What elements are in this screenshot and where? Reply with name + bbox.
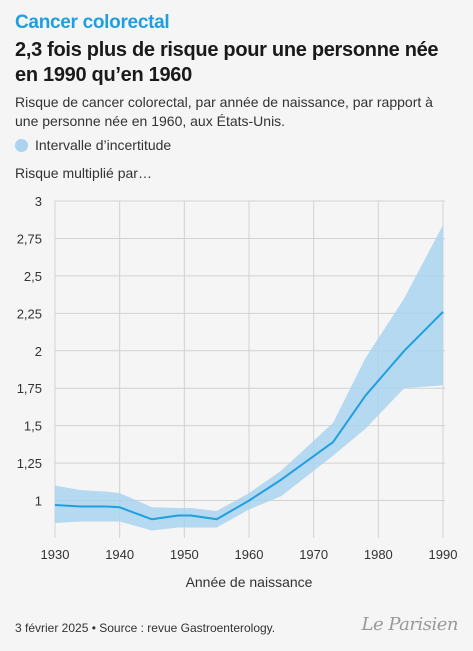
publisher-logo: Le Parisien	[361, 614, 459, 635]
y-tick-label: 1,75	[17, 381, 42, 396]
y-tick-label: 2,5	[24, 269, 42, 284]
x-tick-label: 1960	[235, 547, 264, 562]
y-tick-label: 3	[35, 194, 42, 209]
x-tick-label: 1950	[170, 547, 199, 562]
legend: Intervalle d’incertitude	[15, 137, 171, 153]
uncertainty-band	[55, 225, 443, 531]
kicker: Cancer colorectal	[15, 12, 170, 33]
x-tick-label: 1940	[105, 547, 134, 562]
line-chart: 1 1,25 1,5 1,75 2 2,25 2,5 2,75 3 1930 1940 1950 196…	[17, 194, 458, 590]
x-tick-label: 1980	[364, 547, 393, 562]
x-axis-title: Année de naissance	[186, 574, 313, 590]
y-tick-label: 2	[35, 344, 42, 359]
x-tick-label: 1990	[429, 547, 458, 562]
y-tick-label: 1,5	[24, 419, 42, 434]
y-tick-label: 2,75	[17, 231, 42, 246]
x-tick-label: 1930	[41, 547, 70, 562]
y-tick-label: 2,25	[17, 306, 42, 321]
legend-swatch	[15, 138, 28, 152]
source-note: 3 février 2025 • Source : revue Gastroen…	[15, 621, 276, 635]
chart-title: 2,3 fois plus de risque pour une personn…	[15, 39, 439, 86]
x-tick-label: 1970	[299, 547, 328, 562]
legend-label: Intervalle d’incertitude	[35, 137, 172, 153]
risk-line	[54, 311, 444, 521]
y-tick-label: 1,25	[17, 456, 42, 471]
y-tick-label: 1	[35, 494, 42, 509]
y-axis-title: Risque multiplié par…	[15, 165, 152, 181]
chart-subtitle: Risque de cancer colorectal, par année d…	[15, 94, 433, 129]
